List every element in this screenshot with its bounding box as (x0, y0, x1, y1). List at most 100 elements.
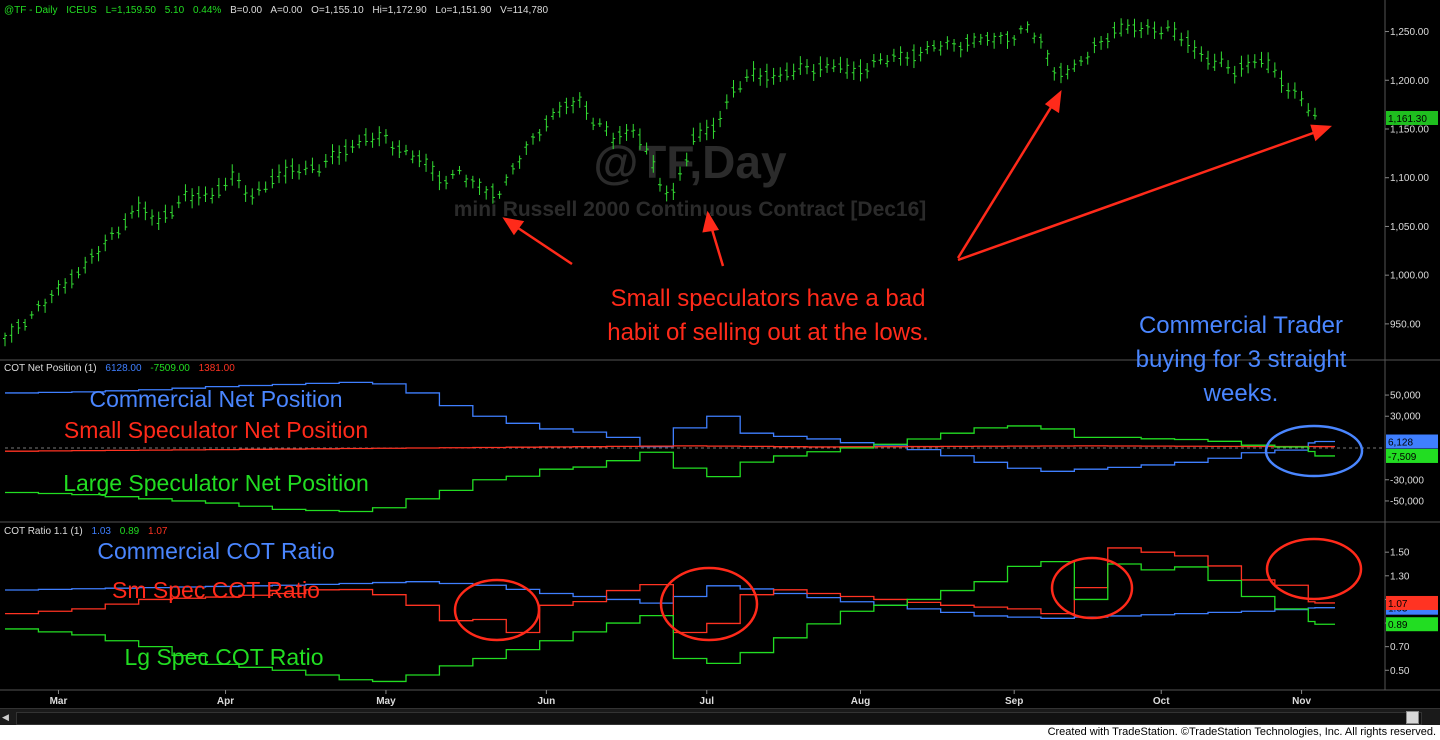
price-bar (1312, 107, 1317, 120)
annotation-commercial-line3: weeks. (1203, 380, 1279, 407)
price-bar (1105, 33, 1110, 49)
price-bar (1279, 70, 1284, 93)
price-bar (1206, 50, 1211, 70)
watermark-subtitle: mini Russell 2000 Continuous Contract [D… (454, 198, 927, 221)
price-bar (738, 81, 743, 93)
ratio-tick-label: 1.30 (1390, 571, 1410, 582)
price-bar (664, 185, 669, 202)
price-bar (1239, 55, 1244, 77)
symbol-label: @TF - Daily (4, 5, 57, 16)
ask-label: A=0.00 (270, 5, 302, 16)
net-header-label: COT Net Position (1) (4, 363, 97, 374)
price-bar (1306, 103, 1311, 117)
net-header-large: -7509.00 (150, 363, 190, 374)
net-tick-label: -50,000 (1390, 496, 1424, 507)
ratio-tag-lg-spec-text: 0.89 (1388, 620, 1408, 631)
price-bar (190, 188, 195, 209)
price-bar (591, 117, 596, 131)
net-series-small-speculator (5, 445, 1335, 452)
ratio-tick-label: 1.50 (1390, 548, 1410, 559)
price-bar (417, 150, 422, 168)
price-bar (818, 56, 823, 78)
price-bar (223, 177, 228, 191)
price-bar (1212, 53, 1217, 71)
price-bar (203, 186, 208, 203)
price-bar (370, 132, 375, 148)
price-bar (136, 196, 141, 218)
price-bar (497, 190, 502, 199)
ratio-tag-lg-spec-bg (1386, 617, 1438, 632)
net-series-commercial (5, 381, 1335, 472)
price-bar (236, 172, 241, 189)
price-bar (1286, 82, 1291, 99)
ratio-tag-sm-spec-text: 1.07 (1388, 599, 1408, 610)
x-tick-label: Mar (50, 696, 68, 707)
price-bar (1179, 32, 1184, 47)
scrollbar-track[interactable] (16, 712, 1422, 725)
price-bar (985, 31, 990, 46)
price-bar (604, 121, 609, 137)
price-tick-label: 1,000.00 (1390, 271, 1429, 282)
price-tick-label: 1,050.00 (1390, 222, 1429, 233)
price-bar (564, 97, 569, 115)
scroll-left-icon[interactable]: ◀ (2, 712, 9, 722)
price-bar (718, 110, 723, 128)
ratio-header: COT Ratio 1.1 (1) 1.03 0.89 1.07 (4, 526, 168, 537)
price-bar (965, 34, 970, 52)
price-bar (1266, 52, 1271, 74)
circle-sep-ratio (1050, 556, 1134, 620)
price-bar (377, 126, 382, 147)
price-bar (1065, 65, 1070, 80)
footer-copyright: Created with TradeStation. ©TradeStation… (1047, 726, 1436, 738)
price-bar (758, 68, 763, 86)
price-header: @TF - Daily ICEUS L=1,159.50 5.10 0.44% … (4, 5, 548, 16)
low-label: Lo=1,151.90 (435, 5, 491, 16)
price-bar (998, 32, 1003, 45)
price-bar (744, 69, 749, 82)
price-bar (1252, 54, 1257, 69)
price-bar (624, 124, 629, 141)
price-bar (290, 158, 295, 180)
price-bar (931, 40, 936, 52)
horizontal-scrollbar[interactable]: ◀ (0, 708, 1440, 726)
net-header-comm: 6128.00 (105, 363, 142, 374)
price-bar (1072, 59, 1077, 72)
price-bar (36, 300, 41, 312)
price-bar (838, 56, 843, 74)
price-bar (163, 204, 168, 223)
scrollbar-thumb[interactable] (1406, 711, 1419, 724)
cot-ratio-lines (5, 547, 1335, 683)
x-tick-label: Oct (1153, 696, 1170, 707)
price-bar (1185, 30, 1190, 53)
x-tick-label: Nov (1292, 696, 1311, 707)
x-axis-ticks: Mar Apr May Jun Jul Aug Sep Oct Nov (50, 690, 1311, 707)
annotation-small-spec-line2: habit of selling out at the lows. (607, 319, 929, 346)
price-bar (1025, 21, 1030, 33)
price-bar (1192, 40, 1197, 59)
price-bar (150, 209, 155, 226)
price-bar (424, 153, 429, 172)
price-bar (978, 33, 983, 45)
price-bar (530, 133, 535, 145)
price-bar (109, 227, 114, 240)
net-tag-large-speculator: -7,509 (1386, 448, 1438, 463)
net-tick-label: 50,000 (1390, 391, 1421, 402)
price-bar (96, 246, 101, 262)
price-bar (657, 177, 662, 192)
price-bar (170, 205, 175, 219)
arrow-nov-low-head (1310, 124, 1333, 142)
price-bar (156, 211, 161, 231)
price-bar (216, 177, 221, 199)
price-bar (644, 142, 649, 155)
price-bar (778, 67, 783, 83)
price-bar (1226, 60, 1231, 74)
price-bar (784, 62, 789, 81)
price-bar (1032, 32, 1037, 44)
price-bar (831, 59, 836, 73)
net-tag-large-speculator-bg (1386, 448, 1438, 463)
price-last-tag-text: 1,161.30 (1388, 114, 1427, 125)
annotation-commercial-line2: buying for 3 straight (1136, 346, 1347, 373)
price-bar (176, 195, 181, 209)
net-series-large-speculator (5, 425, 1335, 513)
price-bar (143, 201, 148, 221)
